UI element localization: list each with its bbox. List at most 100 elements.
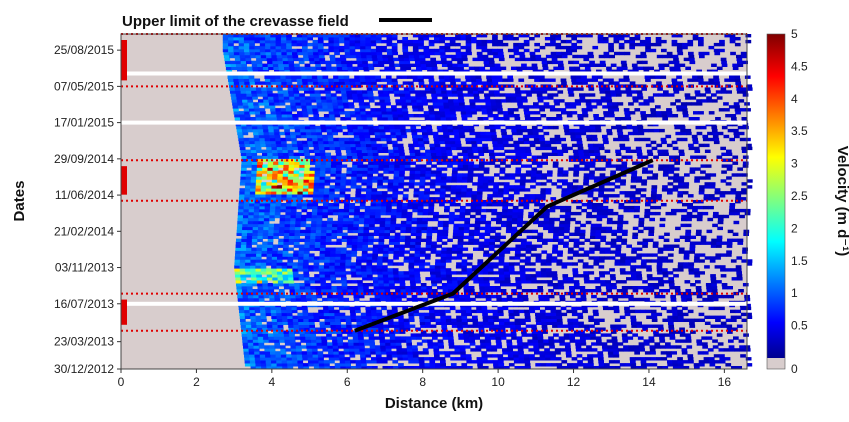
heatmap-cell (332, 230, 338, 233)
heatmap-cell (436, 245, 442, 248)
heatmap-cell (420, 250, 426, 253)
heatmap-cell (614, 307, 620, 310)
heatmap-cell (602, 342, 608, 345)
heatmap-cell (356, 271, 362, 274)
heatmap-cell (552, 245, 558, 248)
heatmap-cell (383, 176, 389, 179)
heatmap-cell (608, 307, 614, 310)
heatmap-cell (552, 256, 558, 259)
heatmap-cell (245, 179, 251, 182)
heatmap-cell (731, 259, 737, 262)
heatmap-cell (590, 164, 596, 167)
heatmap-cell (631, 179, 637, 182)
heatmap-cell (481, 138, 487, 141)
heatmap-cell (308, 191, 314, 194)
heatmap-cell (414, 360, 420, 363)
heatmap-cell (321, 227, 327, 230)
heatmap-cell (284, 162, 290, 165)
heatmap-cell (288, 176, 294, 179)
heatmap-cell (453, 230, 459, 233)
heatmap-cell (258, 286, 264, 289)
heatmap-cell (341, 248, 347, 251)
heatmap-cell (351, 250, 357, 253)
heatmap-cell (565, 212, 571, 215)
heatmap-cell (606, 162, 612, 165)
heatmap-cell (431, 250, 437, 253)
heatmap-cell (711, 325, 717, 328)
heatmap-cell (683, 313, 689, 316)
heatmap-cell (337, 230, 343, 233)
heatmap-cell (631, 176, 637, 179)
heatmap-cell (515, 277, 521, 280)
heatmap-cell (510, 173, 516, 176)
heatmap-cell (327, 345, 333, 348)
heatmap-cell (272, 248, 278, 251)
heatmap-cell (565, 342, 571, 345)
heatmap-cell (536, 182, 542, 185)
heatmap-cell (668, 182, 674, 185)
heatmap-cell (533, 345, 539, 348)
heatmap-cell (357, 153, 363, 156)
heatmap-cell (417, 221, 423, 224)
heatmap-cell (316, 227, 322, 230)
heatmap-cell (600, 156, 606, 159)
heatmap-cell (505, 325, 511, 328)
heatmap-cell (240, 253, 246, 256)
heatmap-cell (340, 313, 346, 316)
heatmap-cell (328, 212, 334, 215)
heatmap-cell (481, 351, 487, 354)
heatmap-cell (646, 144, 652, 147)
heatmap-cell (300, 230, 306, 233)
heatmap-cell (370, 209, 376, 212)
heatmap-cell (367, 277, 373, 280)
heatmap-cell (590, 242, 596, 245)
heatmap-cell (333, 206, 339, 209)
heatmap-cell (495, 286, 501, 289)
heatmap-cell (287, 144, 293, 147)
heatmap-cell (727, 286, 733, 289)
heatmap-cell (641, 265, 647, 268)
heatmap-cell (421, 286, 427, 289)
heatmap-cell (340, 265, 346, 268)
heatmap-cell (583, 265, 589, 268)
heatmap-cell (474, 336, 480, 339)
heatmap-cell (306, 215, 312, 218)
heatmap-cell (555, 135, 561, 138)
heatmap-cell (305, 336, 311, 339)
heatmap-cell (332, 221, 338, 224)
heatmap-cell (288, 319, 294, 322)
heatmap-cell (303, 319, 309, 322)
heatmap-cell (616, 325, 622, 328)
heatmap-cell (410, 156, 416, 159)
heatmap-cell (254, 215, 260, 218)
heatmap-cell (419, 360, 425, 363)
heatmap-cell (556, 363, 562, 366)
heatmap-cell (417, 342, 423, 345)
heatmap-cell (394, 239, 400, 242)
heatmap-cell (275, 209, 281, 212)
heatmap-cell (237, 227, 243, 230)
heatmap-cell (319, 182, 325, 185)
heatmap-cell (580, 339, 586, 342)
heatmap-cell (436, 280, 442, 283)
heatmap-cell (515, 319, 521, 322)
heatmap-cell (343, 224, 349, 227)
heatmap-cell (260, 203, 266, 206)
heatmap-cell (657, 150, 663, 153)
heatmap-cell (379, 236, 385, 239)
heatmap-cell (324, 360, 330, 363)
heatmap-cell (435, 182, 441, 185)
heatmap-cell (382, 268, 388, 271)
heatmap-cell (400, 164, 406, 167)
heatmap-cell (430, 319, 436, 322)
heatmap-cell (574, 164, 580, 167)
heatmap-cell (745, 348, 751, 351)
heatmap-cell (274, 339, 280, 342)
heatmap-cell (320, 170, 326, 173)
heatmap-cell (499, 182, 505, 185)
heatmap-cell (682, 348, 688, 351)
heatmap-cell (513, 351, 519, 354)
heatmap-cell (498, 310, 504, 313)
heatmap-cell (304, 245, 310, 248)
heatmap-cell (449, 342, 455, 345)
